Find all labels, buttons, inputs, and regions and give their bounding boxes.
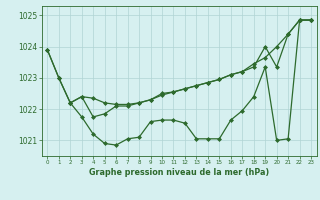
X-axis label: Graphe pression niveau de la mer (hPa): Graphe pression niveau de la mer (hPa) (89, 168, 269, 177)
